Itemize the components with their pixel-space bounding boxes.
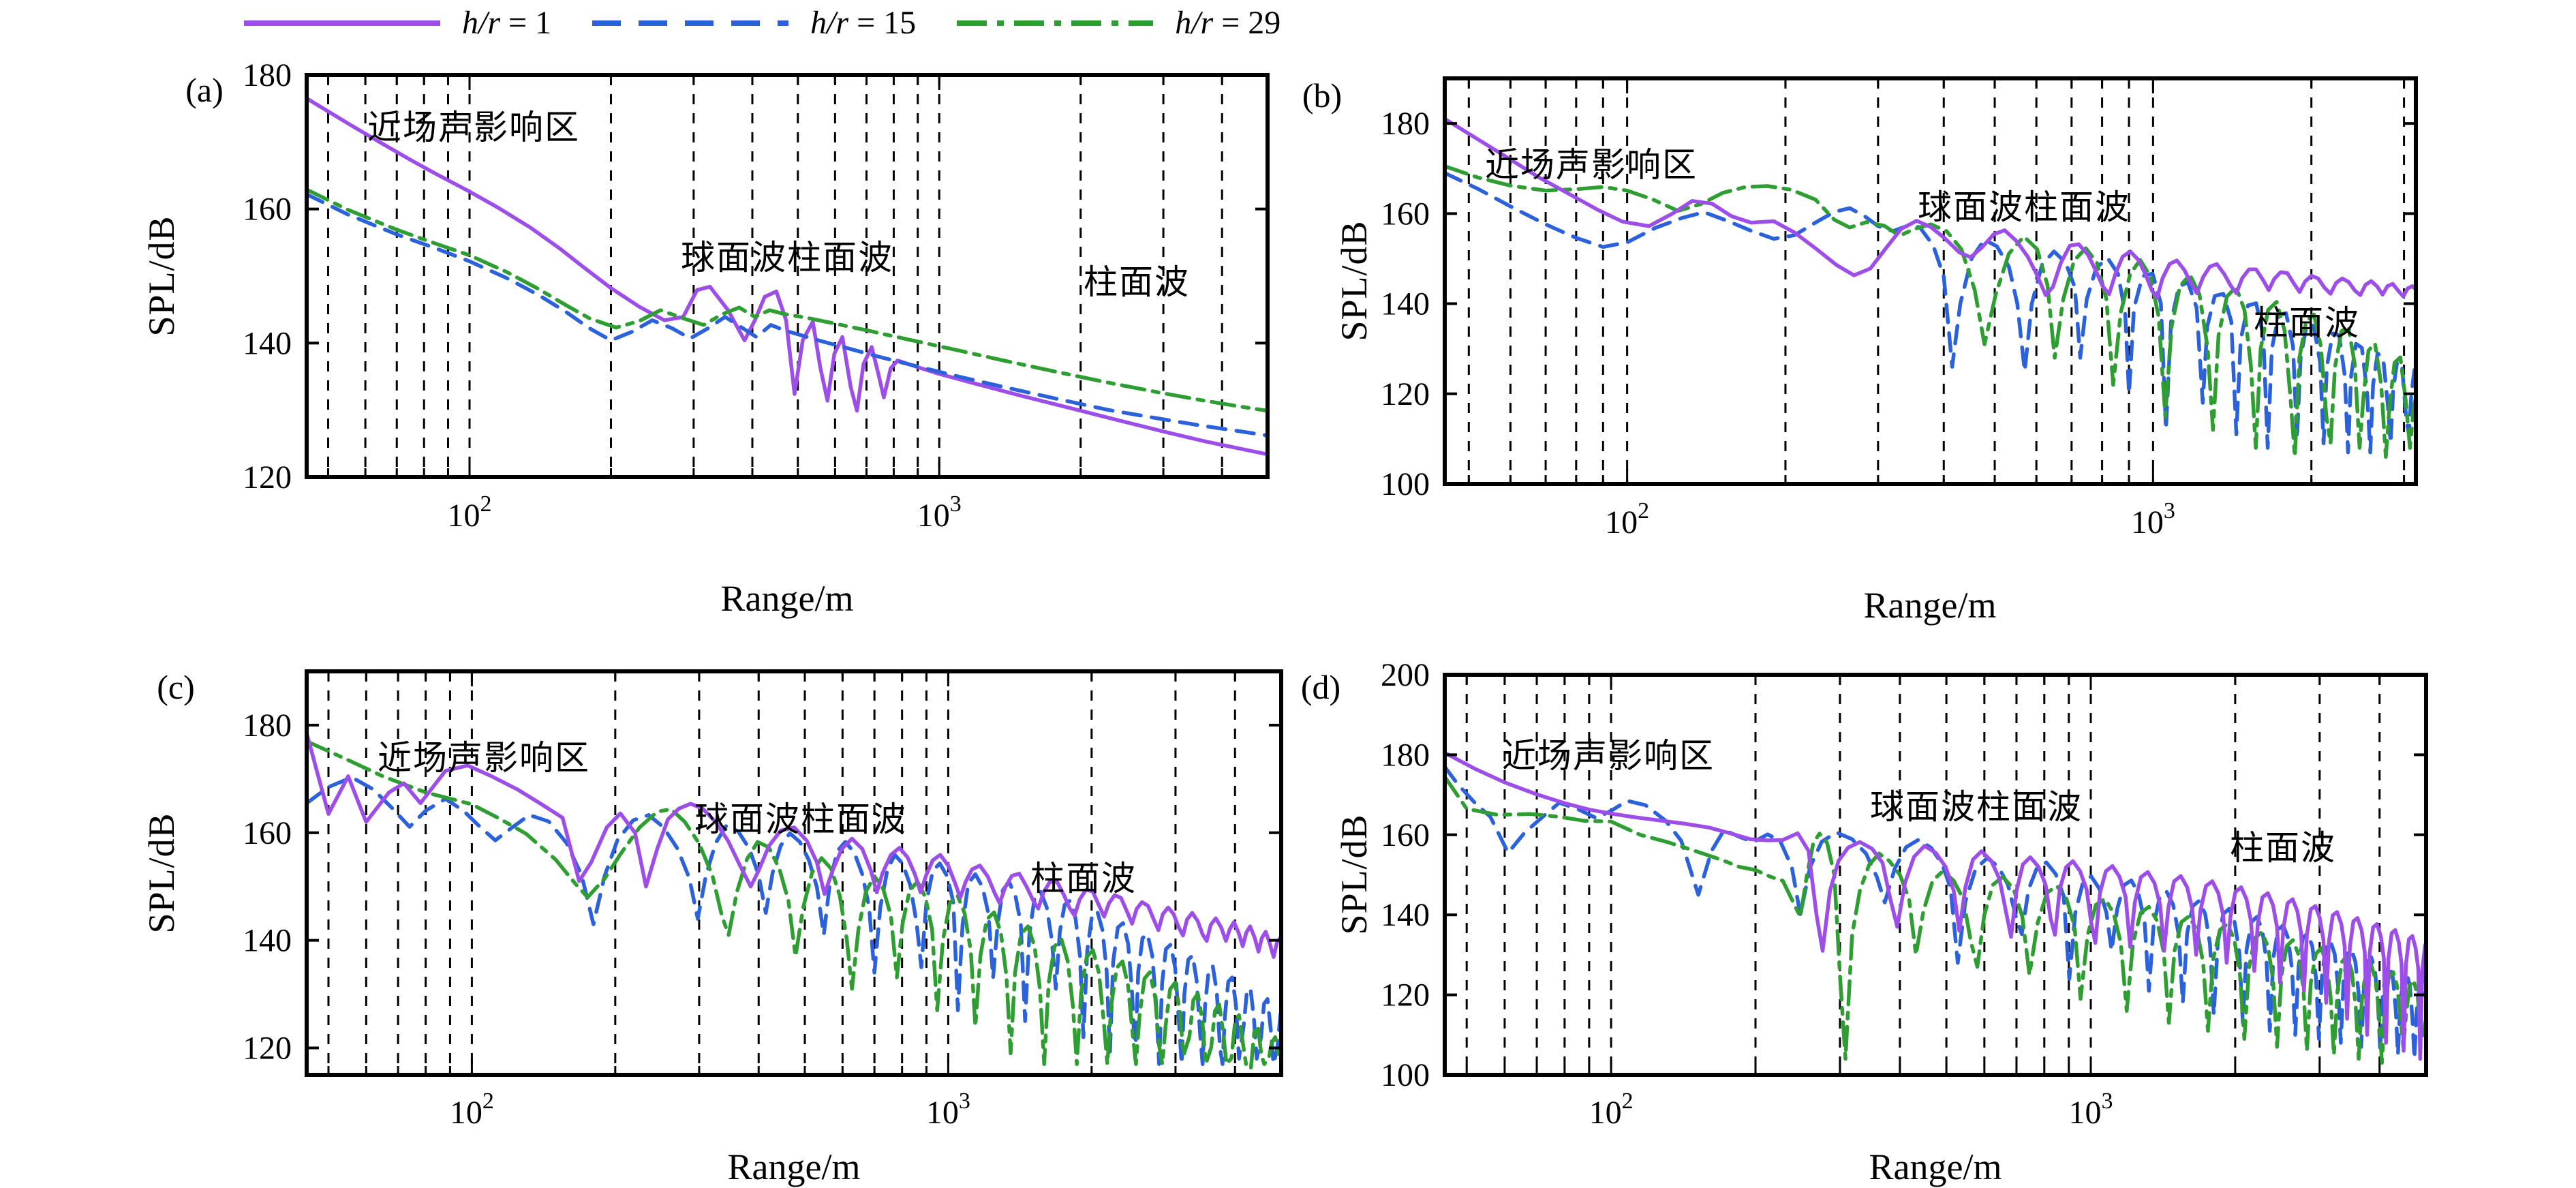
series-group — [307, 731, 1281, 1071]
x-tick-label-1000: 103 — [2068, 1088, 2113, 1131]
panel-tag-a: (a) — [185, 71, 224, 109]
x-axis-label-a: Range/m — [720, 578, 854, 619]
x-axis-label-b: Range/m — [1863, 585, 1997, 626]
y-tick-label-120: 120 — [1381, 977, 1430, 1014]
y-tick-label-160: 160 — [243, 192, 292, 228]
y-tick-label-200: 200 — [1381, 657, 1430, 693]
panel-tag-c: (c) — [157, 668, 195, 706]
series-line-h-r-29 — [1445, 164, 2416, 459]
annotation-nearfield-b: 近场声影响区 — [1485, 146, 1698, 184]
x-axis-label-d: Range/m — [1869, 1146, 2002, 1187]
series-line-h-r-1 — [307, 96, 1268, 457]
annotation-spherical-cylindrical-c: 球面波柱面波 — [694, 800, 907, 838]
series-line-h-r-15 — [1445, 171, 2416, 455]
y-tick-label-120: 120 — [243, 459, 292, 496]
series-line-h-r-15 — [307, 192, 1268, 438]
y-tick-label-180: 180 — [243, 707, 292, 744]
y-axis-label-a: SPL/dB — [141, 215, 182, 337]
legend-item-hr15: h/r = 15 — [588, 4, 916, 42]
y-tick-label-140: 140 — [1381, 897, 1430, 933]
series-line-h-r-29 — [307, 739, 1281, 1071]
axes-frame — [1443, 76, 2418, 486]
annotation-spherical-cylindrical-a: 球面波柱面波 — [681, 239, 893, 277]
series-line-h-r-1 — [307, 731, 1281, 959]
x-tick-label-100: 102 — [1605, 498, 1649, 540]
y-tick-label-180: 180 — [1381, 106, 1430, 142]
panel-tag-b: (b) — [1302, 76, 1343, 115]
series-line-h-r-29 — [1445, 774, 2426, 1065]
x-tick-label-100: 102 — [1589, 1088, 1634, 1131]
y-axis-label-d: SPL/dB — [1334, 814, 1375, 935]
y-tick-label-120: 120 — [243, 1031, 292, 1067]
y-tick-label-180: 180 — [1381, 737, 1430, 773]
legend-swatch-solid-icon — [244, 20, 440, 26]
series-group — [1445, 750, 2426, 1065]
annotation-spherical-cylindrical-d: 球面波柱面波 — [1870, 788, 2083, 826]
axes-frame — [305, 73, 1270, 479]
plot-panel-d: 100 120 140 160 180 200 102 103 — [1381, 657, 2428, 1131]
x-tick-label-1000: 103 — [917, 491, 962, 534]
y-tick-label-140: 140 — [243, 923, 292, 959]
legend-item-hr1: h/r = 1 — [240, 4, 551, 42]
annotation-spherical-cylindrical-b: 球面波柱面波 — [1918, 188, 2130, 226]
x-axis-label-c: Range/m — [727, 1146, 861, 1187]
y-tick-label-100: 100 — [1381, 466, 1430, 502]
y-tick-label-160: 160 — [1381, 196, 1430, 232]
plot-panel-c: 120 140 160 180 102 103 — [243, 669, 1283, 1131]
legend-swatch-dashdot-icon — [957, 20, 1154, 26]
panel-tag-d: (d) — [1300, 668, 1341, 706]
y-tick-label-160: 160 — [1381, 817, 1430, 853]
annotation-cylindrical-b: 柱面波 — [2254, 304, 2360, 342]
x-tick-label-100: 102 — [450, 1088, 494, 1131]
plot-panel-a: 120 140 160 180 102 103 — [243, 57, 1270, 534]
series-line-h-r-1 — [1445, 117, 2416, 300]
y-tick-label-120: 120 — [1381, 376, 1430, 412]
x-tick-label-100: 102 — [448, 491, 492, 534]
y-axis-label-c: SPL/dB — [141, 812, 182, 934]
legend: h/r = 1 h/r = 15 h/r = 29 — [240, 4, 1281, 42]
y-tick-label-140: 140 — [243, 325, 292, 361]
series-line-h-r-15 — [1445, 765, 2426, 1061]
x-tick-label-1000: 103 — [926, 1088, 970, 1131]
legend-label-hr29: h/r = 29 — [1175, 5, 1281, 41]
y-tick-label-140: 140 — [1381, 286, 1430, 322]
series-line-h-r-1 — [1445, 750, 2426, 1061]
y-tick-label-180: 180 — [243, 57, 292, 93]
annotation-cylindrical-a: 柱面波 — [1084, 263, 1190, 301]
legend-label-hr15: h/r = 15 — [810, 5, 917, 41]
y-axis-label-b: SPL/dB — [1334, 220, 1375, 341]
legend-item-hr29: h/r = 29 — [953, 4, 1281, 42]
annotation-cylindrical-c: 柱面波 — [1030, 859, 1137, 898]
axes-frame — [1443, 673, 2428, 1077]
series-line-h-r-15 — [307, 775, 1281, 1066]
legend-swatch-dashed-icon — [592, 20, 789, 26]
y-tick-label-160: 160 — [243, 815, 292, 851]
annotation-nearfield-c: 近场声影响区 — [378, 739, 590, 777]
series-line-h-r-29 — [307, 187, 1268, 413]
y-tick-label-100: 100 — [1381, 1057, 1430, 1093]
plot-panel-b: 100 120 140 160 180 102 103 — [1381, 76, 2418, 540]
axes-frame — [305, 669, 1283, 1077]
legend-label-hr1: h/r = 1 — [462, 5, 552, 41]
annotation-nearfield-d: 近场声影响区 — [1502, 737, 1715, 775]
annotation-cylindrical-d: 柱面波 — [2230, 829, 2336, 867]
annotation-nearfield-a: 近场声影响区 — [367, 108, 580, 147]
series-group — [307, 96, 1268, 457]
x-tick-label-1000: 103 — [2131, 498, 2175, 540]
series-group — [1445, 117, 2416, 459]
